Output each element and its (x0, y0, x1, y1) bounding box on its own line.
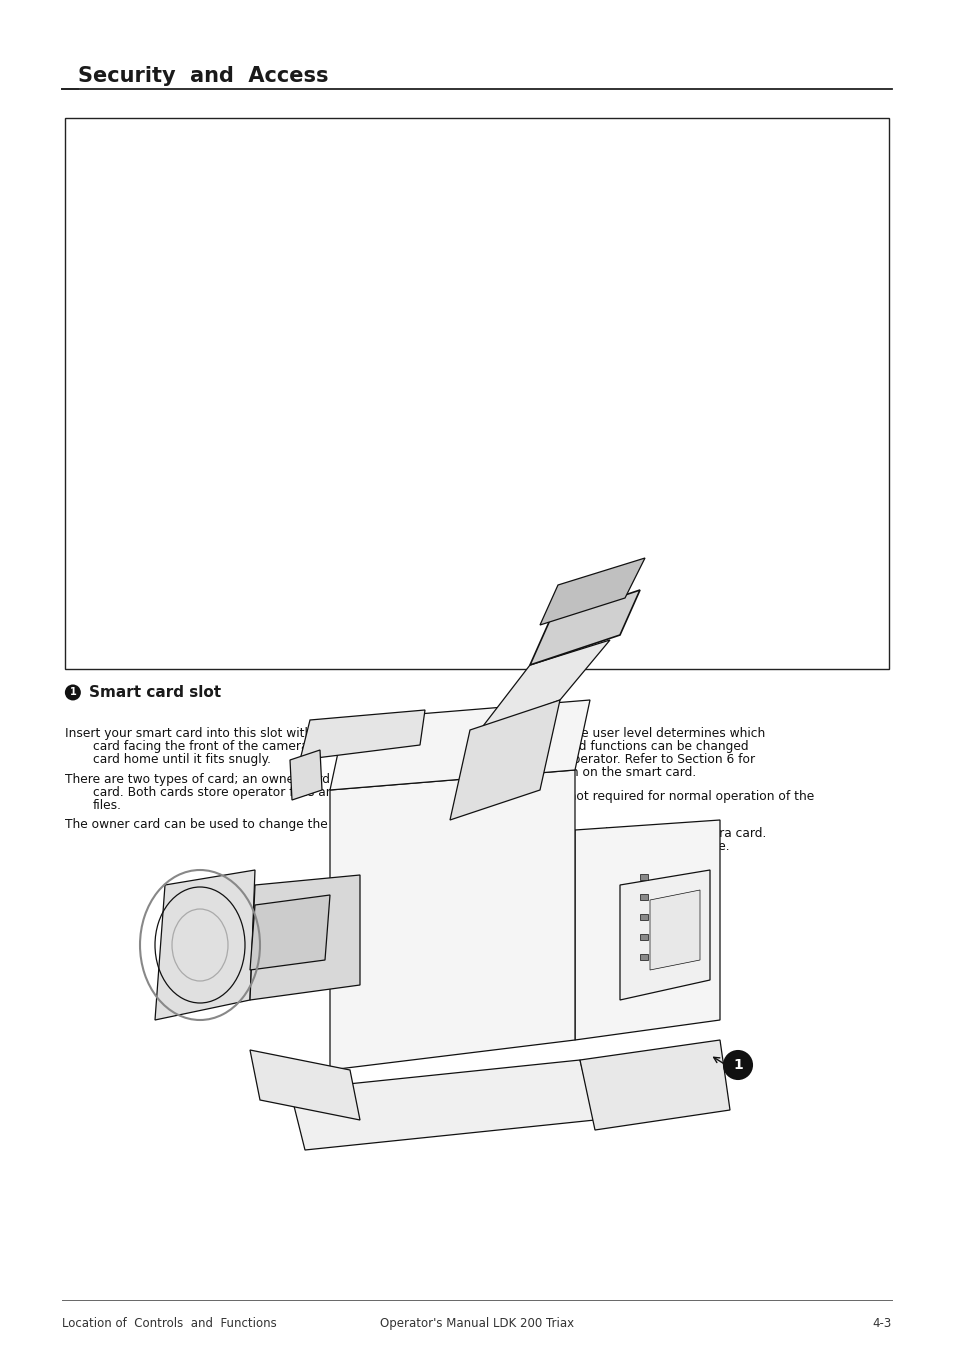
Text: by the camera operator. Refer to Section 6 for: by the camera operator. Refer to Section… (472, 754, 755, 766)
Text: The owner card can be used to change the user level: The owner card can be used to change the… (65, 819, 391, 831)
Polygon shape (290, 1061, 595, 1150)
Text: card. Both cards store operator files and scene: card. Both cards store operator files an… (92, 786, 380, 798)
Text: camera.: camera. (472, 804, 522, 816)
Text: more information on the smart card.: more information on the smart card. (472, 766, 696, 780)
Text: card facing the front of the camera.  Push the: card facing the front of the camera. Pus… (92, 740, 373, 753)
Text: files.: files. (92, 798, 122, 812)
Polygon shape (330, 770, 575, 1070)
Polygon shape (299, 711, 424, 761)
Text: 1: 1 (732, 1058, 742, 1071)
Text: Store the owner card in a safe place.: Store the owner card in a safe place. (504, 840, 729, 854)
Text: Note: Note (472, 827, 504, 840)
Text: Smart card slot: Smart card slot (89, 685, 221, 700)
Polygon shape (575, 820, 720, 1040)
Polygon shape (450, 700, 559, 820)
Polygon shape (579, 1040, 729, 1129)
Polygon shape (649, 890, 700, 970)
Polygon shape (250, 1050, 359, 1120)
Text: 1: 1 (70, 688, 76, 697)
Polygon shape (250, 875, 359, 1000)
Polygon shape (639, 934, 647, 940)
Text: A smart card is not required for normal operation of the: A smart card is not required for normal … (472, 790, 814, 804)
Text: Security  and  Access: Security and Access (78, 66, 329, 86)
Text: card home until it fits snugly.: card home until it fits snugly. (92, 754, 271, 766)
Polygon shape (639, 874, 647, 880)
Circle shape (65, 685, 81, 700)
Text: :  Only use an original Philips camera card.: : Only use an original Philips camera ca… (504, 827, 766, 840)
Polygon shape (639, 894, 647, 900)
Circle shape (723, 1051, 751, 1079)
Text: set of controls and functions can be changed: set of controls and functions can be cha… (472, 740, 748, 753)
Text: There are two types of card; an owner card and a user: There are two types of card; an owner ca… (65, 773, 398, 785)
Polygon shape (330, 700, 589, 790)
Polygon shape (639, 915, 647, 920)
Polygon shape (250, 894, 330, 970)
Polygon shape (539, 558, 644, 626)
Polygon shape (154, 870, 254, 1020)
Polygon shape (619, 870, 709, 1000)
Polygon shape (290, 750, 322, 800)
Polygon shape (530, 590, 639, 665)
Text: Operator's Manual LDK 200 Triax: Operator's Manual LDK 200 Triax (379, 1317, 574, 1331)
Text: 4-3: 4-3 (872, 1317, 891, 1331)
Text: Insert your smart card into this slot with the chip on the: Insert your smart card into this slot wi… (65, 727, 408, 740)
Polygon shape (639, 954, 647, 961)
Polygon shape (479, 640, 609, 730)
Text: Location of  Controls  and  Functions: Location of Controls and Functions (62, 1317, 276, 1331)
Text: of the camera. The user level determines which: of the camera. The user level determines… (472, 727, 764, 740)
Bar (65, 118, 888, 669)
